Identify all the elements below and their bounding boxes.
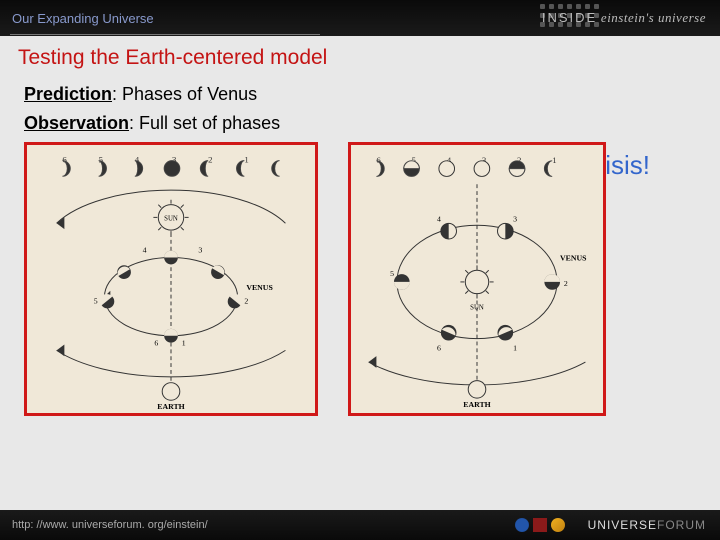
svg-text:2: 2 (244, 296, 248, 305)
observation-text: : Full set of phases (129, 113, 280, 133)
svg-text:SUN: SUN (164, 215, 178, 222)
prediction-label: Prediction (24, 84, 112, 104)
harvard-icon (533, 518, 547, 532)
header-underline (10, 34, 320, 35)
svg-text:1: 1 (513, 343, 517, 352)
nasa-icon (515, 518, 529, 532)
header-bar: Our Expanding Universe INSIDE einstein's… (0, 0, 720, 36)
svg-text:6: 6 (437, 343, 441, 352)
svg-text:2: 2 (564, 279, 568, 288)
svg-text:EARTH: EARTH (463, 400, 490, 409)
svg-text:2: 2 (208, 155, 212, 165)
svg-text:3: 3 (513, 214, 517, 223)
svg-text:SUN: SUN (470, 304, 484, 311)
diagram-geocentric: 6 5 4 3 2 1 (24, 142, 318, 416)
svg-text:3: 3 (198, 246, 202, 255)
breadcrumb: Our Expanding Universe (12, 11, 154, 26)
slide-title: Testing the Earth-centered model (18, 46, 702, 70)
svg-text:6: 6 (154, 339, 158, 348)
smithsonian-icon (551, 518, 565, 532)
svg-text:1: 1 (552, 155, 556, 165)
footer-url: http: //www. universeforum. org/einstein… (12, 519, 208, 531)
footer-bar: http: //www. universeforum. org/einstein… (0, 510, 720, 540)
slide-content: Testing the Earth-centered model Predict… (0, 36, 720, 416)
observation-line: Observation: Full set of phases (24, 113, 702, 134)
svg-text:1: 1 (244, 155, 248, 165)
svg-text:1: 1 (182, 339, 186, 348)
svg-text:4: 4 (437, 214, 441, 223)
footer-logo-icons (515, 518, 565, 532)
svg-text:5: 5 (390, 269, 394, 278)
prediction-line: Prediction: Phases of Venus (24, 84, 702, 105)
diagram-row: 6 5 4 3 2 1 (24, 142, 702, 416)
observation-label: Observation (24, 113, 129, 133)
footer-brand: UNIVERSEFORUM (588, 518, 706, 532)
svg-text:4: 4 (143, 246, 147, 255)
svg-text:5: 5 (94, 296, 98, 305)
prediction-text: : Phases of Venus (112, 84, 257, 104)
diagram-heliocentric: 6 5 4 3 2 1 (348, 142, 606, 416)
svg-text:EARTH: EARTH (157, 402, 185, 411)
svg-text:VENUS: VENUS (246, 283, 273, 292)
svg-text:VENUS: VENUS (560, 253, 586, 262)
brand-logo: INSIDE einstein's universe (542, 10, 706, 26)
